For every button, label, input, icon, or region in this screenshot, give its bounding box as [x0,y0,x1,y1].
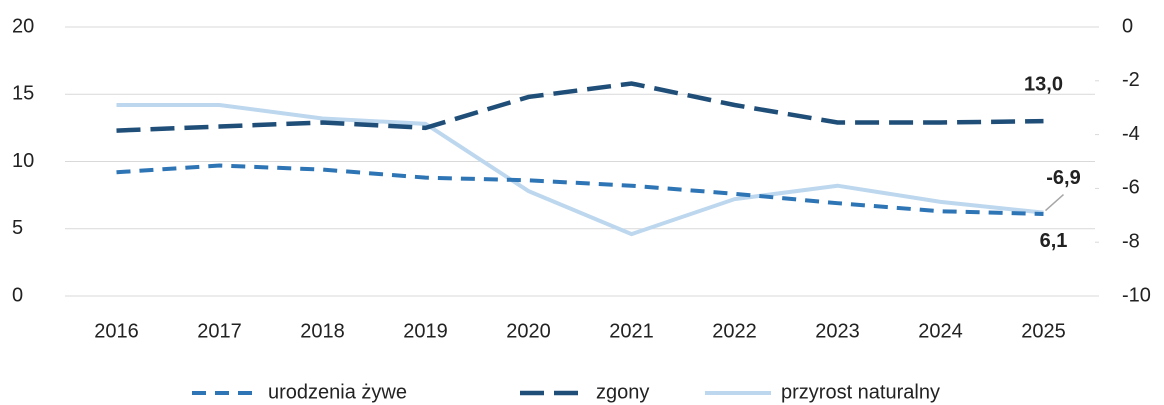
data-label: -6,9 [1046,167,1080,189]
y2-tick-label: -4 [1122,123,1140,145]
y2-tick-label: -2 [1122,69,1140,91]
x-tick-label: 2017 [197,320,242,342]
series-line [116,81,1044,133]
x-tick-label: 2022 [712,320,757,342]
y-tick-label: 5 [12,217,23,239]
y2-tick-label: -8 [1122,230,1140,252]
x-tick-label: 2016 [94,320,139,342]
y-tick-label: 20 [12,15,34,37]
x-tick-label: 2019 [403,320,448,342]
x-tick-label: 2018 [300,320,345,342]
x-tick-label: 2023 [815,320,860,342]
y2-tick-label: -10 [1122,284,1151,306]
label-leader [1045,194,1064,212]
series-line [116,103,1044,237]
x-tick-label: 2021 [609,320,654,342]
data-label: 6,1 [1040,230,1068,252]
legend-label: przyrost naturalny [781,381,940,403]
data-label: 13,0 [1024,73,1063,95]
x-tick-label: 2020 [506,320,551,342]
x-tick-label: 2024 [918,320,963,342]
series-line [116,163,1044,216]
y2-tick-label: 0 [1122,15,1133,37]
legend-label: zgony [596,381,649,403]
legend-label: urodzenia żywe [268,381,407,403]
y-tick-label: 15 [12,83,34,105]
y2-tick-label: -6 [1122,177,1140,199]
x-tick-label: 2025 [1021,320,1066,342]
y-tick-label: 10 [12,150,34,172]
y-tick-label: 0 [12,284,23,306]
